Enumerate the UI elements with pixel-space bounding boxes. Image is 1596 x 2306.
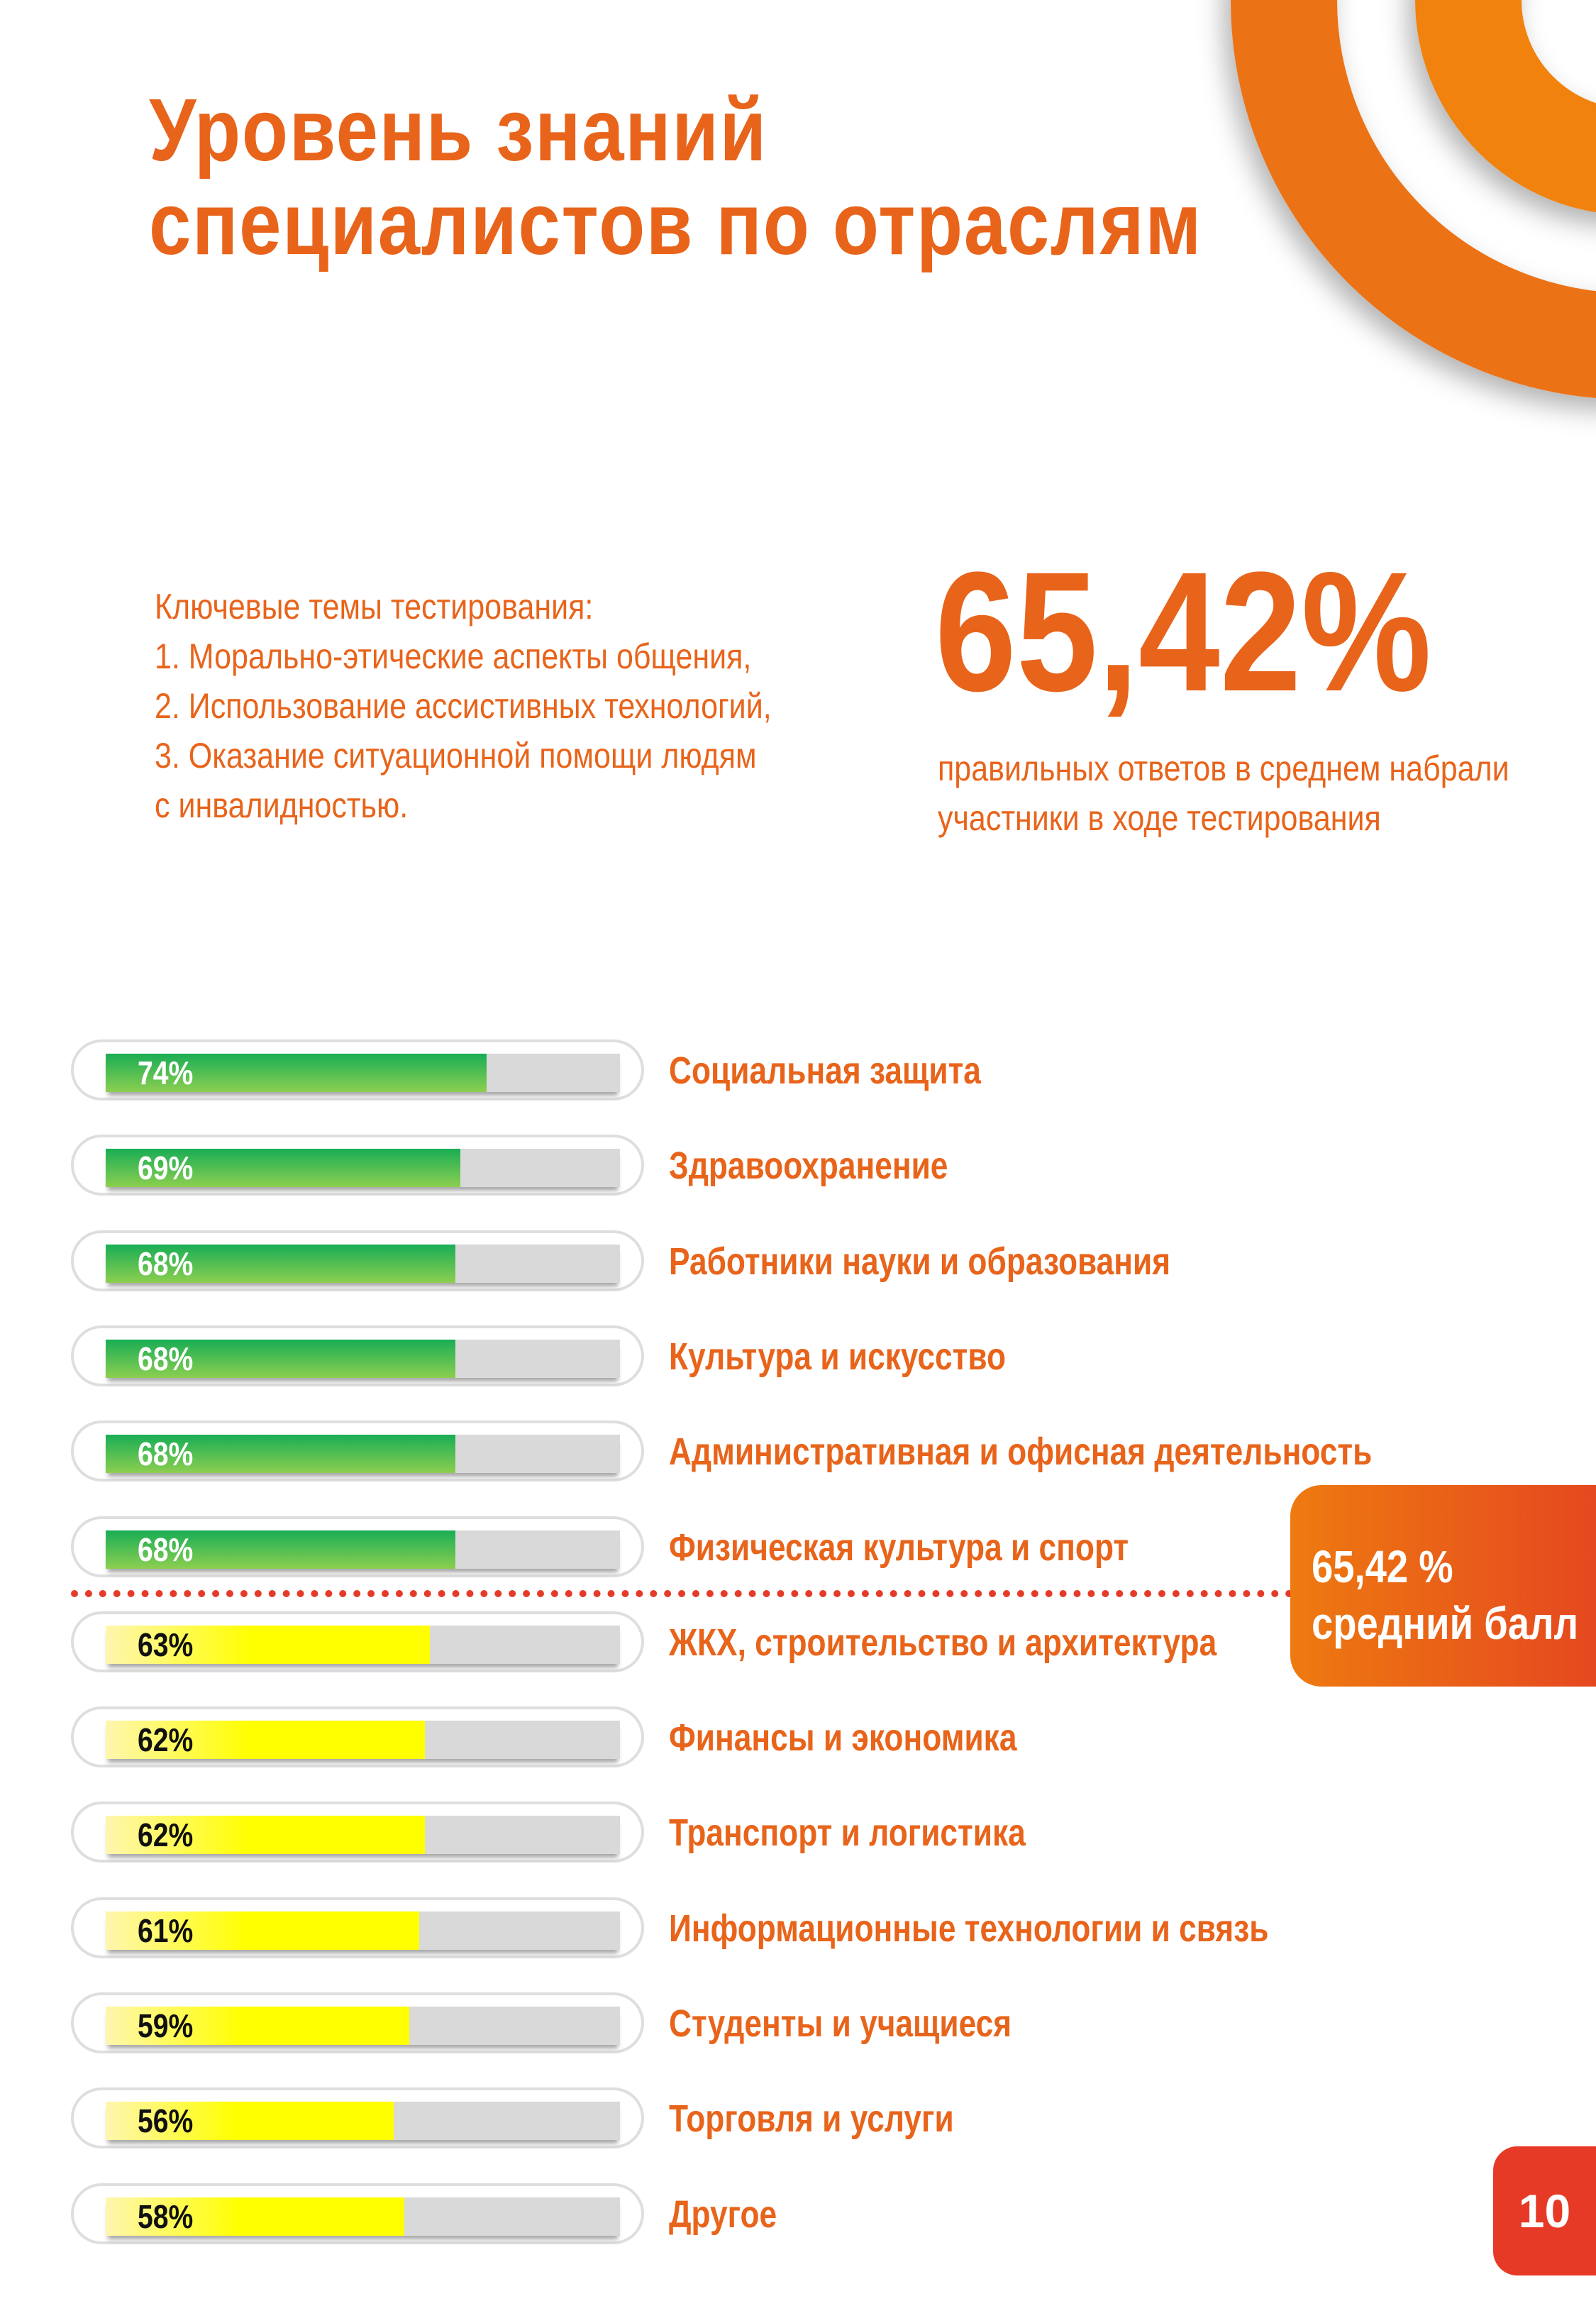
bar-capsule: 61%	[71, 1897, 644, 1958]
caption-line-1: правильных ответов в среднем набрали	[938, 749, 1509, 788]
category-label: Культура и искусство	[669, 1335, 1007, 1378]
bar	[106, 1816, 425, 1855]
bar-track: 68%	[106, 1244, 620, 1283]
bar-track: 68%	[106, 1530, 620, 1569]
bar	[106, 1339, 455, 1378]
bar-capsule: 58%	[71, 2183, 644, 2244]
bar-track: 69%	[106, 1149, 620, 1188]
title-line-2: специалистов по отраслям	[149, 175, 1202, 273]
bar-row: 68% Административная и офисная деятельнос…	[71, 1420, 1490, 1484]
bar-row: 61% Информационные технологии и связь	[71, 1897, 1490, 1961]
bar	[106, 2197, 404, 2236]
bar-row: 56% Торговля и услуги	[71, 2087, 1490, 2151]
bar-value-label: 74%	[138, 1054, 194, 1091]
category-label: Здравоохранение	[669, 1144, 948, 1188]
bar-track: 56%	[106, 2102, 620, 2141]
bar-row: 68% Работники науки и образования	[71, 1230, 1490, 1294]
bar-capsule: 59%	[71, 1992, 644, 2053]
bar	[106, 2007, 409, 2045]
bar	[106, 2102, 394, 2141]
page-title: Уровень знаний специалистов по отраслям	[149, 84, 1202, 271]
bar-value-label: 58%	[138, 2197, 194, 2235]
bar-track: 68%	[106, 1339, 620, 1378]
category-label: Работники науки и образования	[669, 1240, 1171, 1283]
bar-track: 63%	[106, 1625, 620, 1664]
bar-capsule: 68%	[71, 1516, 644, 1577]
topic-item: 2. Использование ассистивных технологий,	[155, 686, 772, 726]
average-line	[71, 1590, 1293, 1597]
bar-capsule: 62%	[71, 1706, 644, 1768]
bar-value-label: 69%	[138, 1149, 194, 1187]
bar-value-label: 62%	[138, 1816, 194, 1854]
bar	[106, 1244, 455, 1283]
bar	[106, 1435, 455, 1474]
category-label: Социальная защита	[669, 1049, 981, 1092]
bar-track: 58%	[106, 2197, 620, 2236]
title-line-1: Уровень знаний	[149, 82, 767, 180]
bar-value-label: 61%	[138, 1911, 194, 1949]
bar-value-label: 59%	[138, 2007, 194, 2044]
category-label: Другое	[669, 2192, 777, 2236]
bar-track: 62%	[106, 1721, 620, 1760]
category-label: Финансы и экономика	[669, 1716, 1017, 1760]
bar-capsule: 68%	[71, 1325, 644, 1386]
category-label: ЖКХ, строительство и архитектура	[669, 1621, 1217, 1664]
bar-value-label: 56%	[138, 2102, 194, 2140]
bar	[106, 1054, 487, 1092]
bar	[106, 1911, 420, 1950]
testing-topics: Ключевые темы тестирования: 1. Морально-…	[155, 582, 772, 830]
summary-value: 65,42%	[935, 536, 1432, 727]
bar-value-label: 68%	[138, 1435, 194, 1473]
topics-heading: Ключевые темы тестирования:	[155, 587, 594, 627]
bar-value-label: 68%	[138, 1340, 194, 1377]
topic-item: 1. Морально-этические аспекты общения,	[155, 636, 752, 676]
bar-capsule: 63%	[71, 1611, 644, 1672]
inner-arc	[1415, 0, 1596, 213]
bar-track: 59%	[106, 2007, 620, 2045]
average-label: средний балл	[1312, 1598, 1579, 1649]
average-value: 65,42 %	[1312, 1541, 1453, 1592]
bar-row: 58% Другое	[71, 2183, 1490, 2247]
bar-value-label: 62%	[138, 1721, 194, 1759]
bar-track: 62%	[106, 1816, 620, 1855]
bar-capsule: 56%	[71, 2087, 644, 2149]
bar-track: 68%	[106, 1435, 620, 1474]
category-label: Информационные технологии и связь	[669, 1907, 1269, 1950]
bar-track: 74%	[106, 1054, 620, 1092]
caption-line-2: участники в ходе тестирования	[938, 798, 1381, 838]
bar-track: 61%	[106, 1911, 620, 1950]
bar-row: 74% Социальная защита	[71, 1039, 1490, 1103]
category-label: Транспорт и логистика	[669, 1811, 1026, 1855]
bar-row: 62% Транспорт и логистика	[71, 1802, 1490, 1865]
bar-value-label: 63%	[138, 1626, 194, 1663]
bar-capsule: 68%	[71, 1420, 644, 1482]
bar-row: 63% ЖКХ, строительство и архитектура	[71, 1611, 1490, 1675]
bar-value-label: 68%	[138, 1245, 194, 1282]
topic-item: 3. Оказание ситуационной помощи людям	[155, 736, 757, 776]
bar-capsule: 62%	[71, 1802, 644, 1863]
average-badge: 65,42 % средний балл	[1290, 1485, 1596, 1687]
bar	[106, 1149, 461, 1188]
page-number: 10	[1493, 2146, 1596, 2275]
bar-capsule: 68%	[71, 1230, 644, 1291]
bar-row: 62% Финансы и экономика	[71, 1706, 1490, 1770]
bar-row: 69% Здравоохранение	[71, 1135, 1490, 1198]
category-label: Физическая культура и спорт	[669, 1526, 1129, 1569]
bar-row: 68% Физическая культура и спорт	[71, 1516, 1490, 1580]
bar	[106, 1530, 455, 1569]
bar-row: 59% Студенты и учащиеся	[71, 1992, 1490, 2056]
bar	[106, 1721, 425, 1760]
summary-caption: правильных ответов в среднем набрали уча…	[938, 744, 1509, 843]
topic-item: с инвалидностью.	[155, 785, 409, 825]
bar	[106, 1625, 430, 1664]
category-label: Торговля и услуги	[669, 2097, 954, 2141]
bar-value-label: 68%	[138, 1530, 194, 1568]
category-label: Административная и офисная деятельность	[669, 1430, 1373, 1474]
bar-capsule: 69%	[71, 1135, 644, 1196]
bar-row: 68% Культура и искусство	[71, 1325, 1490, 1389]
bar-capsule: 74%	[71, 1039, 644, 1100]
category-label: Студенты и учащиеся	[669, 2002, 1012, 2045]
